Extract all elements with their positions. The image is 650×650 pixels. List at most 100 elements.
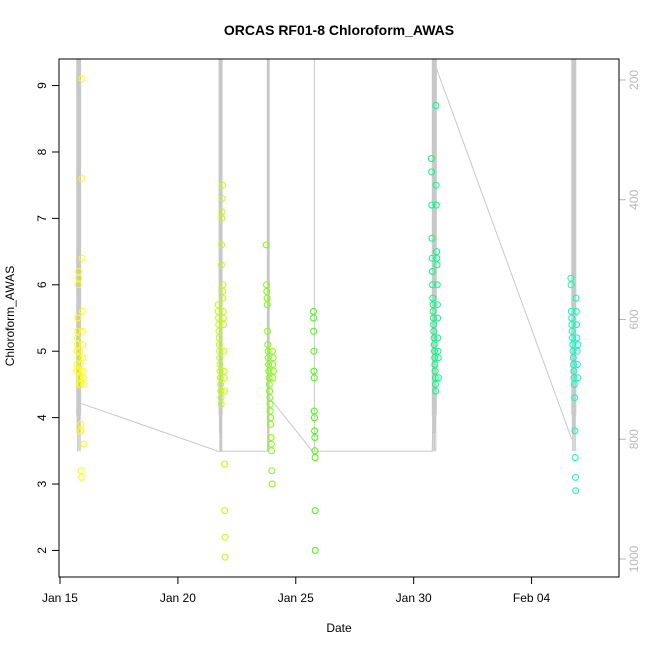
data-point <box>80 440 88 448</box>
data-point <box>214 301 222 309</box>
data-point <box>217 400 225 408</box>
data-point <box>266 394 274 402</box>
data-point <box>264 347 272 355</box>
data-point <box>431 354 439 362</box>
data-point <box>310 347 318 355</box>
data-point <box>430 327 438 335</box>
data-point <box>428 168 436 176</box>
pressure-transit-line <box>80 67 573 452</box>
data-point <box>75 274 83 282</box>
data-point <box>79 354 87 362</box>
data-point <box>267 440 275 448</box>
data-point <box>78 254 86 262</box>
data-point <box>433 254 441 262</box>
data-point <box>430 341 438 349</box>
data-point <box>215 327 223 335</box>
data-point <box>431 367 439 375</box>
data-point <box>264 341 272 349</box>
data-point <box>434 374 442 382</box>
data-point <box>310 307 317 315</box>
data-point <box>74 327 82 335</box>
data-point <box>218 195 226 202</box>
data-point <box>220 374 228 382</box>
data-point <box>569 341 577 349</box>
data-point <box>269 374 277 382</box>
data-point <box>311 434 319 441</box>
data-point <box>219 294 227 302</box>
data-point <box>267 414 275 422</box>
data-point <box>266 387 274 395</box>
y-tick-label-2: 4 <box>35 414 49 421</box>
data-point <box>76 361 84 368</box>
data-point <box>214 307 222 315</box>
data-point <box>76 380 84 388</box>
data-point <box>429 281 437 289</box>
data-point <box>74 281 82 289</box>
data-point <box>434 314 442 322</box>
data-point <box>572 473 579 481</box>
data-point <box>567 281 575 289</box>
data-point <box>217 380 225 388</box>
y2-tick-label-2: 600 <box>627 309 641 329</box>
data-point <box>218 214 226 222</box>
data-point <box>220 367 228 375</box>
data-point <box>269 361 277 368</box>
data-point <box>75 268 83 275</box>
y-tick-label-1: 3 <box>35 480 49 487</box>
data-point <box>76 374 84 382</box>
data-point <box>218 241 226 249</box>
data-point <box>217 261 225 269</box>
data-point <box>310 327 318 335</box>
data-point <box>74 314 82 322</box>
data-point <box>78 307 86 315</box>
data-point <box>430 334 438 342</box>
pressure-profile-verticals <box>76 59 577 452</box>
data-point <box>429 294 437 302</box>
data-point <box>574 374 582 382</box>
data-point <box>218 208 226 216</box>
data-point <box>432 380 439 388</box>
data-point <box>265 361 273 368</box>
data-point <box>78 75 86 83</box>
data-point <box>432 387 440 395</box>
data-point <box>428 201 436 209</box>
data-point <box>427 155 435 163</box>
y2-tick-label-3: 800 <box>627 429 641 449</box>
data-point <box>570 374 578 382</box>
data-point <box>73 341 81 349</box>
y-tick-label-4: 6 <box>35 281 49 288</box>
data-point <box>216 367 224 375</box>
data-point <box>268 480 276 488</box>
data-point <box>75 354 83 362</box>
x-tick-label-4: Feb 04 <box>513 591 551 605</box>
data-point <box>219 314 227 322</box>
data-point <box>220 321 228 329</box>
data-point <box>269 367 277 375</box>
data-point <box>573 347 581 355</box>
data-points <box>73 75 582 561</box>
data-point <box>215 321 223 329</box>
data-point <box>264 354 272 362</box>
data-point <box>266 400 274 408</box>
y-tick-label-3: 5 <box>35 348 49 355</box>
data-point <box>263 301 271 309</box>
y-tick-label-5: 7 <box>35 215 49 222</box>
data-point <box>215 341 223 349</box>
data-point <box>219 307 227 315</box>
data-point <box>77 467 85 475</box>
data-point <box>429 314 437 322</box>
data-point <box>431 347 438 355</box>
data-point <box>263 294 271 302</box>
data-point <box>310 407 318 415</box>
data-point <box>433 301 441 309</box>
data-point <box>216 361 224 368</box>
x-tick-label-0: Jan 15 <box>42 591 78 605</box>
data-point <box>572 487 580 495</box>
data-point <box>569 334 576 342</box>
data-point <box>434 347 442 355</box>
data-point <box>266 407 274 415</box>
data-point <box>571 394 579 402</box>
data-point <box>311 546 319 554</box>
data-point <box>433 281 441 289</box>
